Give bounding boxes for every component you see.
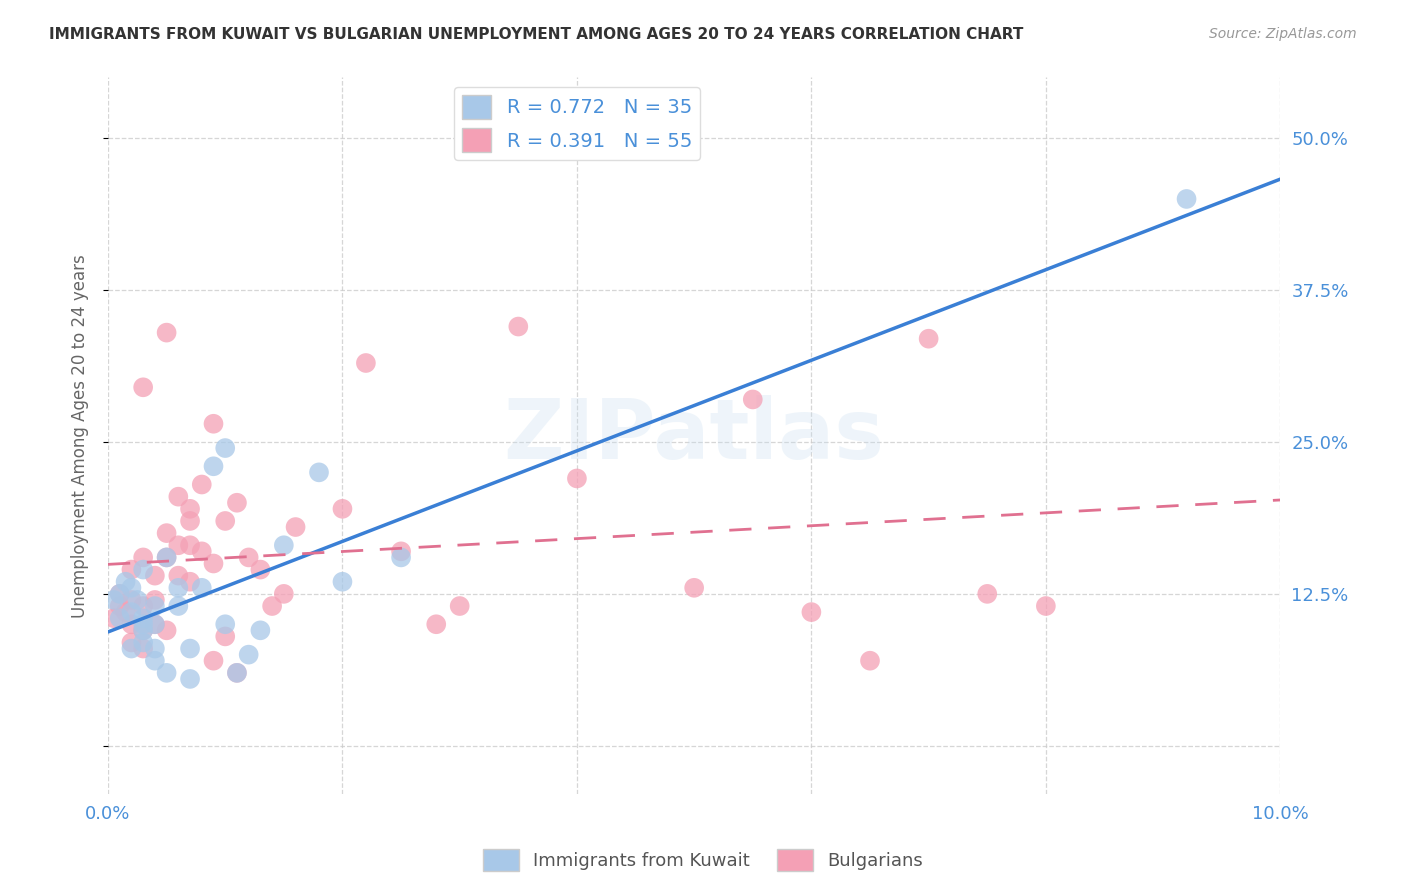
Point — [108, 587, 131, 601]
Point — [167, 599, 190, 613]
Point — [120, 563, 142, 577]
Point — [202, 417, 225, 431]
Point — [132, 380, 155, 394]
Point — [565, 471, 588, 485]
Point — [132, 611, 155, 625]
Point — [179, 641, 201, 656]
Point — [191, 477, 214, 491]
Point — [179, 501, 201, 516]
Point — [143, 654, 166, 668]
Point — [132, 641, 155, 656]
Point — [226, 665, 249, 680]
Point — [120, 593, 142, 607]
Point — [132, 563, 155, 577]
Point — [262, 599, 284, 613]
Point — [132, 599, 155, 613]
Point — [214, 441, 236, 455]
Point — [108, 587, 131, 601]
Point — [214, 629, 236, 643]
Point — [683, 581, 706, 595]
Point — [449, 599, 471, 613]
Point — [155, 665, 177, 680]
Point — [120, 635, 142, 649]
Point — [167, 568, 190, 582]
Point — [155, 526, 177, 541]
Point — [143, 641, 166, 656]
Point — [132, 624, 155, 638]
Point — [179, 574, 201, 589]
Point — [202, 557, 225, 571]
Text: IMMIGRANTS FROM KUWAIT VS BULGARIAN UNEMPLOYMENT AMONG AGES 20 TO 24 YEARS CORRE: IMMIGRANTS FROM KUWAIT VS BULGARIAN UNEM… — [49, 27, 1024, 42]
Point — [103, 593, 125, 607]
Text: Source: ZipAtlas.com: Source: ZipAtlas.com — [1209, 27, 1357, 41]
Point — [114, 574, 136, 589]
Point — [155, 624, 177, 638]
Point — [120, 617, 142, 632]
Point — [238, 550, 260, 565]
Point — [143, 599, 166, 613]
Point — [917, 332, 939, 346]
Point — [167, 490, 190, 504]
Point — [1035, 599, 1057, 613]
Point — [800, 605, 823, 619]
Point — [143, 617, 166, 632]
Y-axis label: Unemployment Among Ages 20 to 24 years: Unemployment Among Ages 20 to 24 years — [72, 254, 89, 618]
Point — [273, 587, 295, 601]
Point — [389, 544, 412, 558]
Point — [120, 605, 142, 619]
Point — [155, 326, 177, 340]
Point — [167, 581, 190, 595]
Point — [284, 520, 307, 534]
Point — [120, 641, 142, 656]
Point — [108, 611, 131, 625]
Point — [132, 635, 155, 649]
Point — [132, 624, 155, 638]
Point — [132, 617, 155, 632]
Point — [226, 665, 249, 680]
Point — [389, 550, 412, 565]
Point — [249, 624, 271, 638]
Point — [120, 581, 142, 595]
Point — [332, 574, 354, 589]
Point — [127, 593, 149, 607]
Point — [143, 593, 166, 607]
Point — [202, 654, 225, 668]
Point — [191, 544, 214, 558]
Legend: R = 0.772   N = 35, R = 0.391   N = 55: R = 0.772 N = 35, R = 0.391 N = 55 — [454, 87, 700, 160]
Point — [179, 514, 201, 528]
Point — [249, 563, 271, 577]
Point — [114, 605, 136, 619]
Point — [143, 568, 166, 582]
Point — [238, 648, 260, 662]
Text: ZIPatlas: ZIPatlas — [503, 395, 884, 476]
Point — [179, 538, 201, 552]
Point — [214, 514, 236, 528]
Point — [1175, 192, 1198, 206]
Point — [976, 587, 998, 601]
Point — [108, 599, 131, 613]
Point — [425, 617, 447, 632]
Point — [155, 550, 177, 565]
Point — [132, 550, 155, 565]
Point — [354, 356, 377, 370]
Point — [179, 672, 201, 686]
Point — [859, 654, 882, 668]
Point — [214, 617, 236, 632]
Point — [167, 538, 190, 552]
Legend: Immigrants from Kuwait, Bulgarians: Immigrants from Kuwait, Bulgarians — [475, 842, 931, 879]
Point — [202, 459, 225, 474]
Point — [273, 538, 295, 552]
Point — [143, 617, 166, 632]
Point — [332, 501, 354, 516]
Point — [155, 550, 177, 565]
Point — [741, 392, 763, 407]
Point — [191, 581, 214, 595]
Point — [508, 319, 530, 334]
Point — [226, 496, 249, 510]
Point — [308, 466, 330, 480]
Point — [103, 611, 125, 625]
